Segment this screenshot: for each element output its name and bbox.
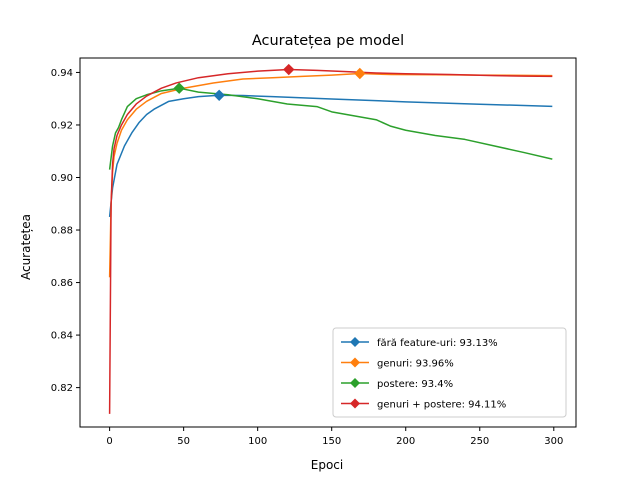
series-line-3 [108, 68, 553, 414]
x-tick-label-4: 200 [396, 436, 415, 447]
y-tick-label-3: 0.88 [51, 226, 73, 237]
y-tick-label-5: 0.92 [51, 120, 73, 131]
x-tick-label-1: 50 [177, 436, 190, 447]
legend-marker-3 [350, 398, 360, 409]
legend-label-2: postere: 93.4% [377, 379, 453, 390]
series-line-1 [108, 72, 553, 278]
series-best-marker-2 [173, 82, 185, 94]
y-tick-label-1: 0.84 [51, 331, 73, 342]
legend-label-0: fără feature-uri: 93.13% [377, 338, 498, 349]
axes-frame [79, 57, 577, 428]
series-best-marker-1 [354, 67, 366, 80]
y-tick-label-6: 0.94 [51, 68, 73, 79]
series-best-marker-3 [283, 63, 295, 76]
x-tick-label-5: 250 [470, 436, 489, 447]
chart-title: Acuratețea pe model [252, 33, 404, 49]
series-line-0 [108, 94, 553, 217]
x-tick-label-0: 0 [106, 436, 112, 447]
x-axis-label: Epoci [311, 458, 343, 472]
y-tick-label-0: 0.82 [51, 383, 73, 394]
legend-marker-0 [350, 337, 360, 347]
y-axis-label: Acuratețea [19, 214, 33, 280]
legend-label-1: genuri: 93.96% [377, 359, 454, 370]
y-tick-label-4: 0.90 [51, 173, 73, 184]
x-tick-label-6: 300 [544, 436, 563, 447]
plot-area [108, 63, 553, 414]
legend: fără feature-uri: 93.13% genuri: 93.96% po… [332, 327, 567, 418]
legend-marker-1 [350, 357, 360, 368]
x-tick-label-2: 100 [248, 436, 267, 447]
x-tick-label-3: 150 [322, 436, 341, 447]
legend-label-3: genuri + postere: 94.11% [377, 400, 506, 411]
series-line-2 [108, 87, 553, 170]
legend-marker-2 [350, 378, 360, 388]
y-tick-label-2: 0.86 [51, 278, 73, 289]
legend-box [332, 327, 567, 418]
series-best-marker-0 [213, 89, 225, 102]
axes: 0 50 100 150 200 250 300 0.82 0.84 0.86 0.88 0.90 0.… [51, 57, 577, 447]
